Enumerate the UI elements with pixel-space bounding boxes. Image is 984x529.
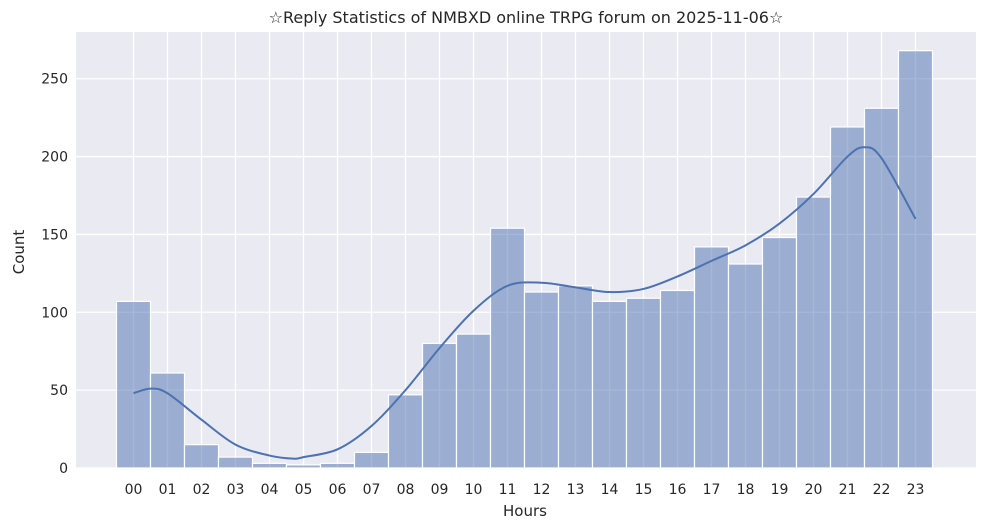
x-tick-label: 06 [329,482,347,498]
x-tick-label: 11 [499,482,517,498]
histogram-bar [183,444,220,469]
x-tick-labels: 00 01 02 03 04 05 06 07 08 09 10 11 12 13 14 15 16 17 18 19… [125,482,925,498]
y-tick-label: 200 [41,150,68,166]
chart-title: ☆Reply Statistics of NMBXD online TRPG f… [269,8,784,27]
x-tick-label: 00 [125,482,143,498]
y-tick-label: 50 [50,383,68,399]
histogram-bar [659,289,696,469]
x-tick-label: 08 [397,482,415,498]
x-tick-label: 05 [295,482,313,498]
kde-density-curve [133,146,917,460]
histogram-bar [285,464,322,469]
y-axis-label: Count [10,230,28,275]
y-tick-label: 250 [41,72,68,88]
histogram-bar [591,300,628,469]
x-tick-label: 15 [635,482,653,498]
y-tick-labels: 0 50 100 150 200 250 [41,72,68,477]
x-tick-label: 04 [261,482,279,498]
x-tick-label: 17 [703,482,721,498]
x-tick-label: 09 [431,482,449,498]
histogram-bar [455,333,492,469]
y-tick-label: 0 [59,461,68,477]
y-tick-label: 100 [41,305,68,321]
x-tick-label: 12 [533,482,551,498]
histogram-bar [557,285,594,469]
histogram-bar [863,107,900,469]
y-tick-label: 150 [41,227,68,243]
histogram-bar [319,462,356,469]
x-tick-label: 13 [567,482,585,498]
x-tick-label: 01 [159,482,177,498]
x-tick-label: 16 [669,482,687,498]
histogram-bar [761,236,798,469]
x-tick-label: 07 [363,482,381,498]
x-tick-label: 18 [737,482,755,498]
x-tick-label: 14 [601,482,619,498]
x-tick-label: 19 [771,482,789,498]
x-tick-label: 22 [873,482,891,498]
histogram-bar [829,126,866,469]
x-axis-label: Hours [503,502,547,520]
histogram-bar [115,300,152,469]
histogram-bar [727,263,764,469]
histogram-bar [693,246,730,469]
histogram-bar [489,227,526,469]
histogram-bar [353,451,390,469]
histogram-bar [217,456,254,469]
x-tick-label: 23 [907,482,925,498]
histogram-bar [523,291,560,469]
histogram-bar [795,196,832,469]
bars-layer [115,50,934,469]
histogram-bar [251,462,288,469]
histogram-bar [149,372,186,469]
histogram-bar [387,394,424,469]
histogram-bar [421,342,458,469]
histogram-bar [897,50,934,469]
x-tick-label: 20 [805,482,823,498]
x-tick-label: 10 [465,482,483,498]
x-tick-label: 21 [839,482,857,498]
x-tick-label: 03 [227,482,245,498]
histogram-bar [625,297,662,469]
x-tick-label: 02 [193,482,211,498]
